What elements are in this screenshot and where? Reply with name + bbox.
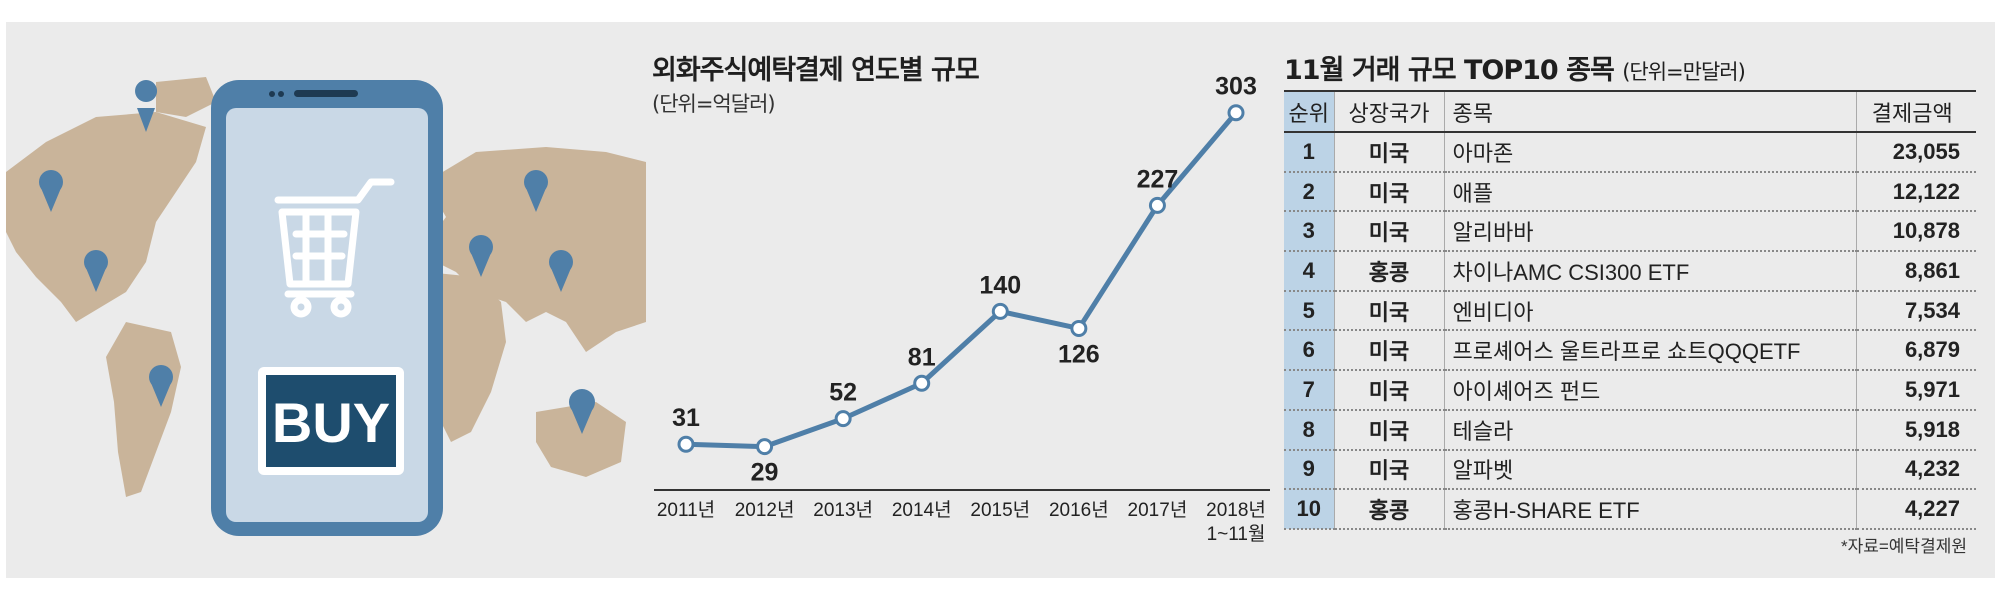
map-pins — [39, 80, 595, 434]
rank-cell: 6 — [1284, 330, 1334, 372]
data-point — [1070, 319, 1088, 337]
country-cell: 미국 — [1333, 409, 1445, 451]
data-point — [991, 302, 1009, 320]
amount-cell: 23,055 — [1855, 132, 1976, 173]
x-tick-label: 2018년 — [1206, 499, 1266, 521]
table-row: 2 미국 애플 12,122 — [1284, 171, 1976, 213]
table-row: 3 미국 알리바바 10,878 — [1284, 211, 1976, 253]
x-tick-label: 1~11월 — [1207, 523, 1266, 545]
name-cell: 테슬라 — [1444, 409, 1856, 451]
rank-cell: 8 — [1284, 409, 1334, 451]
country-cell: 홍콩 — [1333, 251, 1445, 292]
name-cell: 아마존 — [1444, 132, 1856, 173]
data-label: 126 — [1058, 340, 1100, 368]
top10-table: 순위 상장국가 종목 결제금액 1 미국 아마존 23,055 2 미국 애플 12,122 3… — [1284, 90, 1976, 530]
data-point — [1227, 104, 1245, 122]
table-header-row: 순위 상장국가 종목 결제금액 — [1284, 90, 1976, 133]
table-row: 4 홍콩 차이나AMC CSI300 ETF 8,861 — [1284, 251, 1976, 292]
table-row: 9 미국 알파벳 4,232 — [1284, 449, 1976, 491]
data-label: 31 — [672, 404, 700, 432]
buy-label: BUY — [272, 391, 390, 454]
rank-cell: 5 — [1284, 290, 1334, 332]
name-cell: 알리바바 — [1444, 211, 1856, 253]
data-label: 81 — [908, 343, 936, 371]
table-row: 1 미국 아마존 23,055 — [1284, 132, 1976, 173]
data-label: 227 — [1137, 165, 1179, 193]
rank-cell: 10 — [1284, 489, 1334, 530]
data-point — [677, 435, 695, 453]
x-tick-label: 2017년 — [1128, 499, 1188, 521]
country-cell: 홍콩 — [1333, 489, 1445, 530]
rank-cell: 7 — [1284, 370, 1334, 411]
line-chart: 외화주식예탁결제 연도별 규모 (단위=억달러) 31 29 52 81 140 126 2… — [636, 22, 1276, 578]
country-cell: 미국 — [1333, 370, 1445, 411]
rank-cell: 3 — [1284, 211, 1334, 253]
data-label: 303 — [1215, 73, 1257, 101]
name-cell: 차이나AMC CSI300 ETF — [1444, 251, 1856, 292]
table-title: 11월 거래 규모 TOP10 종목 (단위=만달러) — [1284, 48, 1746, 87]
amount-cell: 12,122 — [1855, 171, 1976, 213]
table-row: 10 홍콩 홍콩H-SHARE ETF 4,227 — [1284, 489, 1976, 530]
table-row: 8 미국 테슬라 5,918 — [1284, 409, 1976, 451]
rank-cell: 4 — [1284, 251, 1334, 292]
country-cell: 미국 — [1333, 132, 1445, 173]
data-point — [913, 374, 931, 392]
name-cell: 프로셰어스 울트라프로 쇼트QQQETF — [1444, 330, 1856, 372]
amount-cell: 7,534 — [1855, 290, 1976, 332]
header-rank: 순위 — [1284, 90, 1334, 133]
data-point — [756, 438, 774, 456]
rank-cell: 1 — [1284, 132, 1334, 173]
buy-button: BUY — [258, 367, 404, 475]
data-point — [1148, 196, 1166, 214]
chart-title: 외화주식예탁결제 연도별 규모 — [652, 55, 980, 86]
data-label: 29 — [751, 459, 779, 487]
rank-cell: 9 — [1284, 449, 1334, 491]
infographic-panel: BUY 외화주식예탁결제 연도별 규모 (단위=억달러) 31 29 52 81 140… — [6, 22, 1995, 578]
shopping-cart-icon — [274, 178, 395, 318]
data-label: 52 — [829, 379, 857, 407]
x-tick-label: 2016년 — [1049, 499, 1109, 521]
data-label: 140 — [979, 271, 1021, 299]
series-line — [685, 111, 1238, 450]
x-tick-label: 2014년 — [892, 499, 952, 521]
table-row: 6 미국 프로셰어스 울트라프로 쇼트QQQETF 6,879 — [1284, 330, 1976, 372]
table-row: 7 미국 아이셰어즈 펀드 5,971 — [1284, 370, 1976, 411]
country-cell: 미국 — [1333, 171, 1445, 213]
amount-cell: 5,918 — [1855, 409, 1976, 451]
header-amount: 결제금액 — [1855, 90, 1976, 133]
world-map-illustration: BUY — [6, 77, 646, 536]
amount-cell: 4,227 — [1855, 489, 1976, 530]
amount-cell: 10,878 — [1855, 211, 1976, 253]
amount-cell: 5,971 — [1855, 370, 1976, 411]
x-tick-label: 2011년 — [657, 499, 715, 521]
name-cell: 알파벳 — [1444, 449, 1856, 491]
table-unit: (단위=만달러) — [1622, 60, 1746, 84]
table-title-text: 11월 거래 규모 TOP10 종목 — [1284, 55, 1615, 86]
amount-cell: 4,232 — [1855, 449, 1976, 491]
country-cell: 미국 — [1333, 211, 1445, 253]
source-note: *자료=예탁결제원 — [1840, 537, 1967, 556]
header-name: 종목 — [1444, 90, 1856, 133]
amount-cell: 8,861 — [1855, 251, 1976, 292]
name-cell: 아이셰어즈 펀드 — [1444, 370, 1856, 411]
name-cell: 애플 — [1444, 171, 1856, 213]
name-cell: 홍콩H-SHARE ETF — [1444, 489, 1856, 530]
x-tick-label: 2015년 — [970, 499, 1030, 521]
chart-unit: (단위=억달러) — [652, 92, 776, 116]
amount-cell: 6,879 — [1855, 330, 1976, 372]
country-cell: 미국 — [1333, 330, 1445, 372]
rank-cell: 2 — [1284, 171, 1334, 213]
top10-table-section: 11월 거래 규모 TOP10 종목 (단위=만달러) 순위 상장국가 종목 결… — [1280, 22, 1985, 578]
table-row: 5 미국 엔비디아 7,534 — [1284, 290, 1976, 332]
x-tick-label: 2013년 — [813, 499, 873, 521]
illustration: BUY — [6, 22, 646, 578]
country-cell: 미국 — [1333, 449, 1445, 491]
data-point — [834, 410, 852, 428]
chart-canvas: 31 29 52 81 140 126 227 303 2011년 2012년 2013년 2014년… — [654, 73, 1270, 545]
map-pin-icon — [135, 80, 158, 132]
header-country: 상장국가 — [1333, 90, 1445, 133]
name-cell: 엔비디아 — [1444, 290, 1856, 332]
country-cell: 미국 — [1333, 290, 1445, 332]
x-tick-label: 2012년 — [735, 499, 795, 521]
